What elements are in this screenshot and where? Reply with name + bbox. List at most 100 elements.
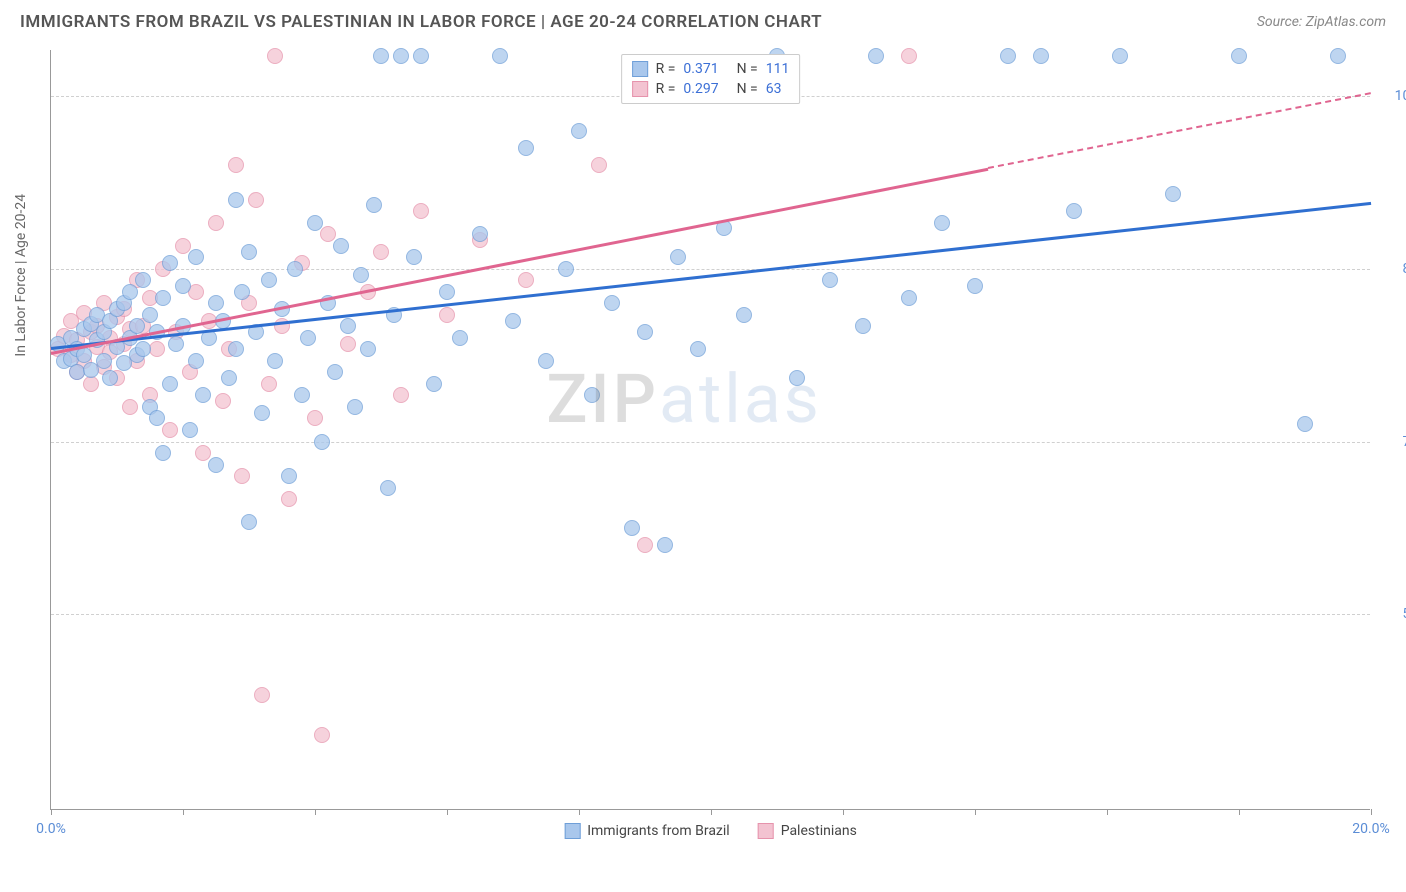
scatter-point	[340, 336, 356, 352]
scatter-point	[901, 48, 917, 64]
scatter-point	[320, 226, 336, 242]
scatter-point	[670, 249, 686, 265]
gridline	[51, 442, 1370, 443]
legend-n-value: 111	[766, 61, 790, 77]
scatter-point	[439, 307, 455, 323]
scatter-point	[96, 353, 112, 369]
scatter-point	[175, 278, 191, 294]
scatter-point	[1033, 48, 1049, 64]
scatter-point	[83, 376, 99, 392]
scatter-point	[254, 687, 270, 703]
scatter-point	[822, 272, 838, 288]
scatter-point	[122, 399, 138, 415]
scatter-point	[188, 353, 204, 369]
watermark-dark: ZIP	[546, 359, 659, 439]
scatter-point	[168, 336, 184, 352]
legend-r-label: R =	[656, 61, 676, 77]
scatter-point	[307, 410, 323, 426]
scatter-point	[690, 341, 706, 357]
scatter-point	[122, 284, 138, 300]
scatter-point	[195, 445, 211, 461]
x-tick	[51, 809, 52, 815]
legend-swatch	[632, 81, 648, 97]
x-tick	[1107, 809, 1108, 815]
scatter-point	[1297, 416, 1313, 432]
legend-swatch	[632, 61, 648, 77]
y-tick-label: 70.0%	[1402, 434, 1406, 450]
scatter-point	[967, 278, 983, 294]
scatter-point	[281, 491, 297, 507]
scatter-point	[591, 157, 607, 173]
scatter-point	[360, 341, 376, 357]
correlation-legend: R =0.371N =111R =0.297N =63	[621, 54, 801, 104]
scatter-point	[1000, 48, 1016, 64]
legend-label: Palestinians	[781, 823, 857, 839]
scatter-point	[287, 261, 303, 277]
scatter-point	[868, 48, 884, 64]
legend-n-value: 63	[766, 81, 782, 97]
y-tick-label: 85.0%	[1402, 261, 1406, 277]
scatter-point	[182, 422, 198, 438]
x-tick-label: 0.0%	[36, 821, 66, 837]
x-tick	[315, 809, 316, 815]
scatter-point	[162, 255, 178, 271]
scatter-point	[234, 284, 250, 300]
scatter-point	[637, 537, 653, 553]
scatter-point	[657, 537, 673, 553]
scatter-point	[208, 215, 224, 231]
scatter-point	[241, 244, 257, 260]
scatter-point	[373, 48, 389, 64]
legend-row: R =0.371N =111	[632, 59, 790, 79]
x-tick	[1239, 809, 1240, 815]
x-tick	[1371, 809, 1372, 815]
scatter-point	[267, 353, 283, 369]
legend-row: R =0.297N =63	[632, 79, 790, 99]
scatter-point	[135, 272, 151, 288]
y-axis-label: In Labor Force | Age 20-24	[13, 193, 29, 356]
scatter-point	[393, 387, 409, 403]
scatter-point	[380, 480, 396, 496]
gridline	[51, 614, 1370, 615]
scatter-point	[558, 261, 574, 277]
chart-title: IMMIGRANTS FROM BRAZIL VS PALESTINIAN IN…	[20, 12, 822, 32]
scatter-point	[261, 376, 277, 392]
y-tick-label: 55.0%	[1402, 606, 1406, 622]
scatter-point	[162, 376, 178, 392]
scatter-point	[254, 405, 270, 421]
x-tick-label: 20.0%	[1352, 821, 1390, 837]
scatter-point	[294, 387, 310, 403]
scatter-point	[472, 226, 488, 242]
scatter-point	[901, 290, 917, 306]
legend-item: Palestinians	[758, 823, 857, 839]
scatter-point	[314, 434, 330, 450]
scatter-point	[518, 140, 534, 156]
scatter-point	[155, 290, 171, 306]
scatter-point	[195, 387, 211, 403]
scatter-point	[505, 313, 521, 329]
scatter-point	[261, 272, 277, 288]
scatter-point	[208, 295, 224, 311]
scatter-point	[307, 215, 323, 231]
scatter-point	[353, 267, 369, 283]
legend-swatch	[564, 823, 580, 839]
scatter-point	[789, 370, 805, 386]
scatter-point	[518, 272, 534, 288]
scatter-point	[208, 457, 224, 473]
scatter-point	[221, 370, 237, 386]
scatter-point	[248, 192, 264, 208]
scatter-point	[314, 727, 330, 743]
scatter-point	[393, 48, 409, 64]
x-tick	[183, 809, 184, 815]
scatter-point	[439, 284, 455, 300]
legend-label: Immigrants from Brazil	[587, 823, 730, 839]
scatter-point	[584, 387, 600, 403]
scatter-point	[102, 370, 118, 386]
legend-r-value: 0.297	[683, 81, 718, 97]
scatter-point	[129, 318, 145, 334]
x-tick	[975, 809, 976, 815]
scatter-point	[281, 468, 297, 484]
scatter-point	[452, 330, 468, 346]
scatter-point	[373, 244, 389, 260]
legend-n-label: N =	[737, 61, 758, 77]
scatter-point	[267, 48, 283, 64]
